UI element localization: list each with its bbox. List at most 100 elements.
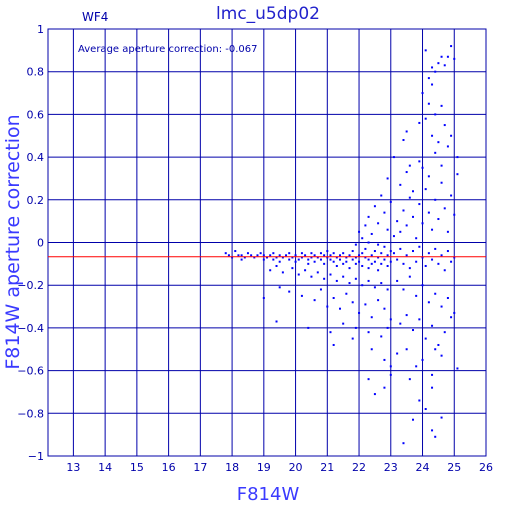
data-point bbox=[240, 258, 243, 261]
data-point bbox=[224, 252, 227, 255]
data-point bbox=[421, 166, 424, 169]
data-point bbox=[418, 203, 421, 206]
data-point bbox=[275, 264, 278, 267]
data-point bbox=[396, 258, 399, 261]
data-point bbox=[434, 151, 437, 154]
data-point bbox=[437, 262, 440, 265]
y-tick-label: −1 bbox=[28, 450, 44, 463]
data-point bbox=[285, 254, 288, 257]
data-point bbox=[412, 215, 414, 218]
data-point bbox=[443, 269, 446, 272]
data-point bbox=[427, 301, 430, 304]
data-point bbox=[377, 256, 380, 259]
data-point bbox=[329, 258, 332, 261]
data-point bbox=[453, 213, 456, 216]
data-point bbox=[424, 264, 427, 267]
data-point bbox=[364, 256, 367, 259]
data-point bbox=[246, 252, 249, 255]
data-point bbox=[269, 254, 272, 257]
data-point bbox=[237, 254, 240, 257]
data-point bbox=[367, 267, 370, 270]
data-point bbox=[364, 303, 367, 306]
data-point bbox=[262, 254, 265, 257]
data-point bbox=[383, 386, 386, 389]
panel-label: WF4 bbox=[82, 10, 108, 24]
data-point bbox=[412, 190, 414, 193]
data-point bbox=[339, 258, 341, 261]
data-point bbox=[418, 121, 421, 124]
data-point bbox=[424, 337, 427, 340]
data-point bbox=[424, 408, 427, 411]
data-point bbox=[421, 358, 424, 361]
data-point bbox=[440, 305, 443, 308]
data-point bbox=[329, 331, 332, 334]
data-point bbox=[412, 250, 414, 253]
data-point bbox=[389, 260, 392, 263]
x-tick-label: 15 bbox=[130, 461, 144, 474]
data-point bbox=[421, 284, 424, 287]
data-point bbox=[329, 273, 332, 276]
data-point bbox=[294, 254, 297, 257]
data-point bbox=[323, 262, 326, 265]
data-point bbox=[405, 314, 408, 317]
data-point bbox=[446, 297, 449, 300]
data-point bbox=[399, 322, 402, 325]
data-point bbox=[291, 256, 294, 259]
data-point bbox=[367, 258, 370, 261]
data-point bbox=[361, 284, 364, 287]
data-point bbox=[370, 316, 373, 319]
data-point bbox=[370, 262, 373, 265]
data-point bbox=[408, 378, 411, 381]
data-point bbox=[339, 254, 341, 257]
data-point bbox=[310, 275, 313, 278]
data-point bbox=[405, 348, 408, 351]
y-axis-ticks: −1 −0.8 −0.6 −0.4 −0.2 0 0.2 0.4 0.6 0.8 1 bbox=[17, 23, 44, 463]
data-point bbox=[377, 269, 380, 272]
data-point bbox=[319, 252, 322, 255]
data-point bbox=[377, 299, 380, 302]
data-point bbox=[431, 83, 434, 86]
data-point bbox=[392, 156, 395, 159]
data-point bbox=[262, 258, 265, 261]
data-point bbox=[240, 254, 243, 257]
data-point bbox=[383, 307, 386, 310]
data-point bbox=[281, 256, 284, 259]
y-tick-label: 0.6 bbox=[27, 108, 45, 121]
data-point bbox=[351, 258, 354, 261]
x-tick-label: 17 bbox=[193, 461, 207, 474]
data-point bbox=[367, 279, 370, 282]
data-point bbox=[227, 254, 230, 257]
data-point bbox=[418, 318, 421, 321]
data-point bbox=[310, 256, 313, 259]
y-axis-label: F814W aperture correction bbox=[2, 114, 24, 369]
data-point bbox=[361, 237, 364, 240]
data-point bbox=[380, 194, 383, 197]
x-tick-label: 13 bbox=[66, 461, 80, 474]
data-point bbox=[335, 256, 338, 259]
data-point bbox=[427, 77, 430, 80]
data-point bbox=[408, 275, 411, 278]
data-point bbox=[281, 271, 284, 274]
data-point bbox=[361, 264, 364, 267]
data-point bbox=[415, 260, 418, 263]
data-point bbox=[361, 252, 364, 255]
data-point bbox=[408, 164, 411, 167]
x-axis-ticks: 13 14 15 16 17 18 19 20 21 22 23 24 25 26 bbox=[66, 461, 493, 474]
data-point bbox=[443, 331, 446, 334]
data-point bbox=[288, 290, 291, 293]
data-point bbox=[427, 102, 430, 105]
data-point bbox=[443, 64, 446, 67]
data-point bbox=[319, 258, 322, 261]
data-point bbox=[402, 442, 405, 445]
data-point bbox=[450, 316, 453, 319]
data-point bbox=[370, 232, 373, 235]
data-point bbox=[437, 62, 440, 65]
data-point bbox=[275, 256, 278, 259]
data-point bbox=[386, 228, 389, 231]
data-point bbox=[291, 267, 294, 270]
data-point bbox=[278, 260, 281, 263]
data-point bbox=[266, 256, 268, 259]
x-axis-label: F814W bbox=[237, 484, 300, 505]
data-point bbox=[440, 416, 443, 419]
data-point bbox=[275, 320, 278, 323]
